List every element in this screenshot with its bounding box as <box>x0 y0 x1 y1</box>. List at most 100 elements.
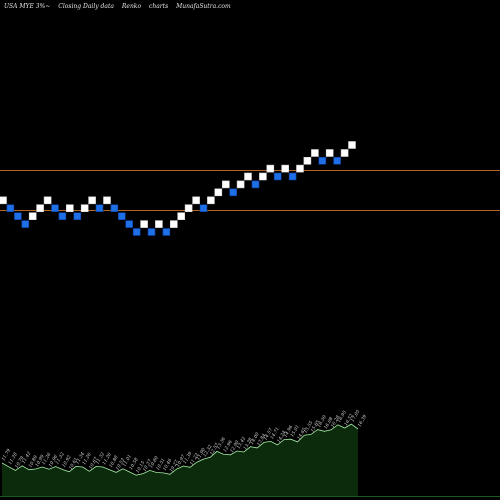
renko-brick-up <box>296 164 304 173</box>
renko-brick-up <box>311 149 319 157</box>
renko-brick-up <box>170 220 178 228</box>
renko-brick-up <box>244 172 252 181</box>
renko-brick-down <box>14 212 22 220</box>
volume-area <box>0 423 500 497</box>
renko-brick-down <box>73 212 82 220</box>
renko-brick-up <box>266 164 275 173</box>
volume-value-label: 10.97 <box>175 454 187 468</box>
renko-brick-up <box>103 196 111 205</box>
volume-value-label: 10.67 <box>88 456 100 470</box>
renko-brick-down <box>288 172 297 181</box>
renko-brick-up <box>43 196 52 205</box>
volume-value-label: 11.01 <box>121 454 133 468</box>
volume-value-label: 15.55 <box>303 420 315 434</box>
renko-brick-up <box>325 149 334 157</box>
volume-value-label: 10.88 <box>108 455 120 469</box>
renko-brick-down <box>229 188 237 197</box>
renko-bricks <box>0 141 356 236</box>
renko-brick-up <box>28 212 37 220</box>
volume-value-label: 10.51 <box>155 457 167 471</box>
volume-outline <box>1 423 359 476</box>
volume-value-label: 11.22 <box>189 452 201 466</box>
volume-value-label: 13.84 <box>256 433 268 447</box>
volume-value-label: 14.96 <box>283 424 295 438</box>
volume-value-label: 17.05 <box>350 409 362 423</box>
renko-brick-up <box>155 220 163 228</box>
renko-brick-up <box>192 196 200 205</box>
renko-brick-up <box>184 204 193 212</box>
volume-value-label: 11.39 <box>182 451 194 465</box>
chart-header: USA MYE 3%~ Closing Daily data Renko cha… <box>4 3 237 10</box>
volume-labels: 11.7911.2810.7911.4210.8910.9911.2610.96… <box>1 409 369 474</box>
volume-value-label: 15.01 <box>289 424 301 438</box>
site-label: MunafaSutra.com <box>176 3 231 10</box>
volume-value-label: 14.71 <box>269 426 281 440</box>
volume-value-label: 11.26 <box>81 452 93 466</box>
renko-brick-down <box>199 204 208 212</box>
volume-value-label: 12.96 <box>222 439 234 453</box>
volume-value-label: 11.26 <box>41 452 53 466</box>
volume-value-label: 10.92 <box>61 454 73 468</box>
volume-value-label: 11.26 <box>101 452 113 466</box>
renko-brick-down <box>21 220 30 228</box>
volume-value-label: 10.61 <box>68 457 80 471</box>
volume-value-label: 11.90 <box>195 447 207 461</box>
volume-value-label: 10.37 <box>142 458 154 472</box>
volume-value-label: 14.24 <box>276 430 288 444</box>
renko-brick-down <box>147 228 156 236</box>
renko-brick-down <box>273 172 282 181</box>
chart-word-label: charts <box>148 3 169 10</box>
renko-brick-up <box>236 180 245 189</box>
renko-brick-down <box>118 212 126 220</box>
volume-value-label: 11.28 <box>7 452 19 466</box>
volume-value-label: 10.89 <box>27 454 39 468</box>
renko-brick-up <box>177 212 185 220</box>
volume-value-label: 11.32 <box>95 451 107 465</box>
volume-value-label: 16.08 <box>323 416 335 430</box>
volume-value-label: 12.32 <box>202 444 214 458</box>
renko-brick-up <box>303 157 312 165</box>
volume-value-label: 14.00 <box>249 431 261 445</box>
volume-value-label: 11.34 <box>74 451 86 465</box>
volume-value-label: 10.46 <box>162 458 174 472</box>
renko-brick-up <box>88 196 96 205</box>
renko-brick-up <box>259 172 267 181</box>
renko-brick-down <box>6 204 15 212</box>
volume-value-label: 11.32 <box>54 451 66 465</box>
volume-value-label: 13.42 <box>236 436 248 450</box>
renko-brick-up <box>36 204 44 212</box>
volume-value-label: 10.15 <box>135 460 147 474</box>
renko-brick-down <box>162 228 171 236</box>
renko-brick-up <box>207 196 215 205</box>
renko-brick-down <box>58 212 67 220</box>
renko-brick-up <box>66 204 74 212</box>
volume-fill <box>2 424 358 496</box>
volume-value-label: 10.96 <box>48 454 60 468</box>
renko-brick-down <box>110 204 119 212</box>
renko-brick-up <box>0 196 7 205</box>
volume-value-label: 13.36 <box>215 436 227 450</box>
volume-value-label: 10.99 <box>34 454 46 468</box>
renko-brick-down <box>95 204 104 212</box>
renko-brick-down <box>318 157 327 165</box>
volume-value-label: 13.28 <box>242 437 254 451</box>
chart-description: Closing Daily data <box>58 3 114 10</box>
symbol-label: USA MYE 3%~ <box>4 3 51 10</box>
renko-brick-up <box>348 141 356 149</box>
renko-brick-down <box>251 180 260 189</box>
volume-value-label: 12.90 <box>229 440 241 454</box>
renko-brick-up <box>281 164 290 173</box>
volume-value-label: 16.30 <box>316 414 328 428</box>
renko-brick-down <box>125 220 133 228</box>
volume-value-label: 16.28 <box>330 415 342 429</box>
volume-value-label: 11.42 <box>21 451 33 465</box>
volume-value-label: 10.52 <box>115 457 127 471</box>
volume-value-label: 10.79 <box>14 455 26 469</box>
renko-brick-up <box>214 188 223 197</box>
renko-brick-up <box>140 220 148 228</box>
volume-value-label: 10.27 <box>168 459 180 473</box>
volume-value-label: 10.58 <box>128 457 140 471</box>
volume-value-label: 14.65 <box>296 427 308 441</box>
